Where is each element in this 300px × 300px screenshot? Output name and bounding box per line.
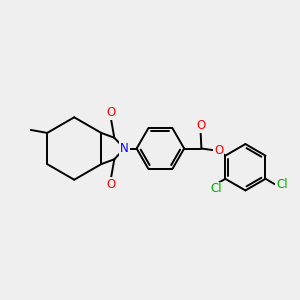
- Text: Cl: Cl: [276, 178, 288, 191]
- Text: N: N: [120, 142, 129, 155]
- Text: O: O: [196, 119, 205, 132]
- Text: O: O: [106, 106, 116, 119]
- Text: Cl: Cl: [210, 182, 222, 195]
- Text: O: O: [214, 144, 223, 158]
- Text: O: O: [106, 178, 116, 191]
